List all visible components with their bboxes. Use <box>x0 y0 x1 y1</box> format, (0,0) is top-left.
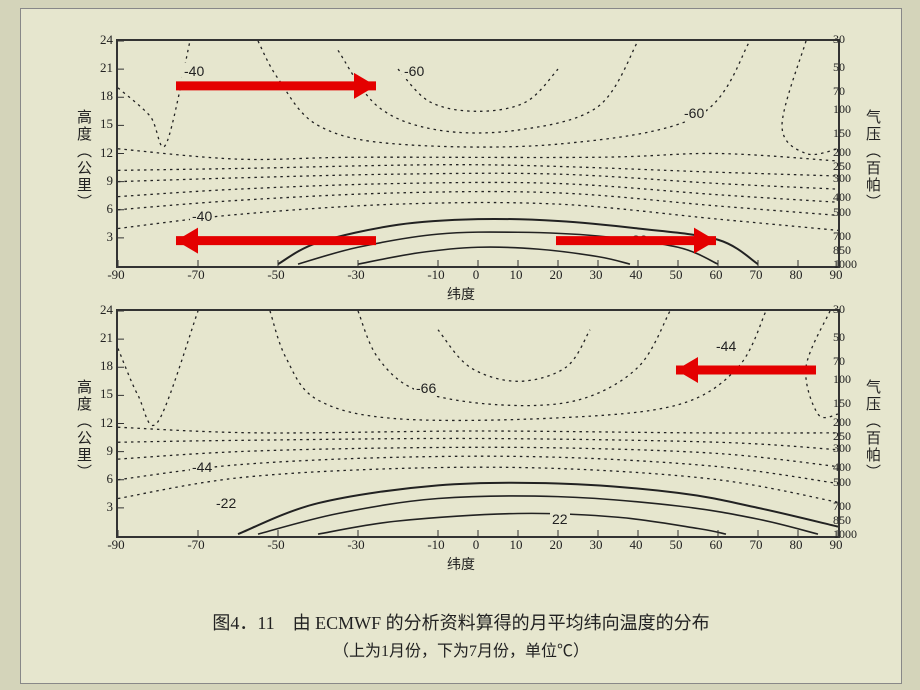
x-tick: 80 <box>790 267 803 283</box>
x-tick: 30 <box>590 267 603 283</box>
x-tick: -30 <box>347 537 364 553</box>
p-tick: 150 <box>833 396 865 411</box>
contour-value-label: -40 <box>190 208 214 224</box>
y-tick: 18 <box>91 88 113 104</box>
p-tick: 150 <box>833 126 865 141</box>
x-tick: 40 <box>630 537 643 553</box>
x-tick: -90 <box>107 537 124 553</box>
y-tick: 3 <box>91 229 113 245</box>
y-tick: 15 <box>91 386 113 402</box>
x-tick: -50 <box>267 267 284 283</box>
y-tick: 18 <box>91 358 113 374</box>
x-tick: -30 <box>347 267 364 283</box>
x-tick: 70 <box>750 537 763 553</box>
y-tick: 21 <box>91 330 113 346</box>
p-tick: 500 <box>833 475 865 490</box>
x-tick: 0 <box>473 537 480 553</box>
x-label-bottom: 纬度 <box>447 554 475 574</box>
x-tick: 80 <box>790 537 803 553</box>
y-tick: 3 <box>91 499 113 515</box>
x-tick: -70 <box>187 267 204 283</box>
x-tick: 90 <box>830 267 843 283</box>
y-tick: 12 <box>91 415 113 431</box>
contour-plot-january <box>118 41 838 266</box>
p-tick: 500 <box>833 205 865 220</box>
x-tick: -10 <box>427 537 444 553</box>
panel-january <box>116 39 840 268</box>
x-tick: -70 <box>187 537 204 553</box>
x-tick: 40 <box>630 267 643 283</box>
contour-value-label: -40 <box>182 63 206 79</box>
y-right-label-bottom: 气压（百帕） <box>862 379 883 481</box>
y-tick: 15 <box>91 116 113 132</box>
x-tick: 50 <box>670 267 683 283</box>
x-tick: 50 <box>670 537 683 553</box>
x-tick: -50 <box>267 537 284 553</box>
y-tick: 24 <box>91 32 113 48</box>
p-tick: 100 <box>833 372 865 387</box>
p-tick: 70 <box>833 354 865 369</box>
y-tick: 6 <box>91 471 113 487</box>
contour-value-label: -44 <box>714 338 738 354</box>
x-tick: 0 <box>473 267 480 283</box>
y-tick: 24 <box>91 302 113 318</box>
p-tick: 400 <box>833 460 865 475</box>
contour-value-label: -44 <box>190 459 214 475</box>
y-tick: 21 <box>91 60 113 76</box>
figure-subcaption: （上为1月份，下为7月份，单位℃） <box>21 637 901 661</box>
y-tick: 9 <box>91 443 113 459</box>
y-tick: 6 <box>91 201 113 217</box>
p-tick: 300 <box>833 171 865 186</box>
p-tick: 400 <box>833 190 865 205</box>
x-tick: 10 <box>510 537 523 553</box>
x-tick: -90 <box>107 267 124 283</box>
x-tick: 20 <box>550 267 563 283</box>
y-tick: 12 <box>91 145 113 161</box>
contour-value-label: 22 <box>550 511 570 527</box>
p-tick: 30 <box>833 32 865 47</box>
contour-value-label: -60 <box>402 63 426 79</box>
x-tick: 90 <box>830 537 843 553</box>
x-tick: 60 <box>710 267 723 283</box>
contour-value-label: 20 <box>630 232 650 248</box>
x-label-top: 纬度 <box>447 284 475 304</box>
p-tick: 300 <box>833 441 865 456</box>
p-tick: 200 <box>833 415 865 430</box>
p-tick: 850 <box>833 243 865 258</box>
x-tick: 60 <box>710 537 723 553</box>
p-tick: 70 <box>833 84 865 99</box>
y-tick: 9 <box>91 173 113 189</box>
figure-caption: 图4．11 由 ECMWF 的分析资料算得的月平均纬向温度的分布 <box>21 609 901 635</box>
p-tick: 50 <box>833 330 865 345</box>
x-tick: 10 <box>510 267 523 283</box>
p-tick: 700 <box>833 499 865 514</box>
p-tick: 50 <box>833 60 865 75</box>
figure-page: 高度（公里） 气压（百帕） 纬度 高度（公里） 气压（百帕） 纬度 图4．11 … <box>20 8 902 684</box>
x-tick: 20 <box>550 537 563 553</box>
contour-value-label: -66 <box>414 380 438 396</box>
p-tick: 700 <box>833 229 865 244</box>
x-tick: 30 <box>590 537 603 553</box>
x-tick: 70 <box>750 267 763 283</box>
contour-value-label: -60 <box>682 105 706 121</box>
contour-value-label: -22 <box>214 495 238 511</box>
p-tick: 850 <box>833 513 865 528</box>
p-tick: 100 <box>833 102 865 117</box>
x-tick: -10 <box>427 267 444 283</box>
p-tick: 30 <box>833 302 865 317</box>
p-tick: 200 <box>833 145 865 160</box>
y-right-label-top: 气压（百帕） <box>862 109 883 211</box>
